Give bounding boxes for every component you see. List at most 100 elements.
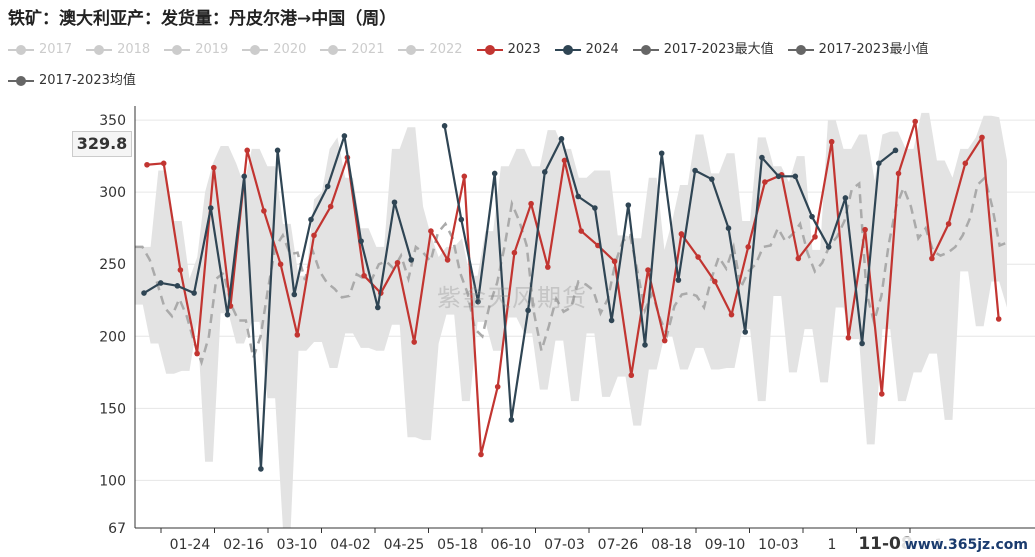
- series-2023-point-50: [979, 134, 985, 141]
- series-2024-point-41: [825, 244, 832, 250]
- series-2024-point-5: [224, 311, 231, 318]
- series-2023-point-45: [895, 170, 902, 177]
- series-2024-point-32: [675, 277, 682, 283]
- series-2023-point-6: [244, 147, 250, 154]
- x-tick-label-8: 07-26: [598, 537, 639, 553]
- series-2024-point-27: [592, 205, 598, 211]
- series-2024-point-36: [742, 329, 748, 335]
- series-2024-point-45: [892, 147, 899, 154]
- x-tick-label-1: 02-16: [223, 537, 264, 553]
- series-2023-point-1: [160, 160, 167, 167]
- legend-marker-icon: [8, 75, 34, 87]
- legend-marker-icon: [242, 44, 269, 56]
- x-tick-label-2: 03-10: [277, 537, 318, 553]
- series-2024-point-16: [408, 257, 415, 263]
- series-2023-point-15: [394, 259, 401, 266]
- y-tick-label-3: 200: [99, 329, 126, 345]
- y-tick-label-2: 150: [99, 401, 126, 417]
- series-2023-point-11: [327, 203, 334, 210]
- x-tick-label-7: 07-03: [544, 537, 585, 553]
- series-2024-point-40: [809, 213, 815, 220]
- legend-marker-icon: [632, 44, 659, 56]
- legend-item-2024[interactable]: 2024: [554, 36, 619, 64]
- series-2024-point-33: [692, 167, 698, 174]
- watermark-text: 紫金天风期货: [437, 284, 587, 312]
- legend-item-2021[interactable]: 2021: [320, 36, 384, 64]
- series-2023-point-39: [795, 255, 802, 262]
- legend-item-2017-2023均值[interactable]: 2017-2023均值: [8, 67, 136, 95]
- chart-legend: 2017 2018 2019 2020 2021 2022 2023 2024 2017-202…: [8, 36, 1028, 98]
- series-2024-point-22: [508, 417, 515, 423]
- series-2024-point-23: [525, 307, 531, 314]
- series-2023-point-9: [294, 332, 301, 338]
- series-2023-point-30: [645, 267, 651, 273]
- series-2024-point-2: [174, 283, 181, 289]
- series-2024-point-26: [575, 193, 581, 200]
- series-2023-point-18: [444, 257, 451, 263]
- series-2023-point-19: [461, 173, 468, 180]
- series-2024-point-20: [475, 298, 481, 305]
- series-2024-point-43: [859, 340, 865, 347]
- legend-marker-icon: [787, 44, 814, 56]
- legend-item-2023[interactable]: 2023: [476, 36, 541, 64]
- legend-item-2017[interactable]: 2017: [8, 36, 72, 64]
- series-2023-point-7: [261, 208, 267, 214]
- series-2023-point-48: [945, 221, 952, 227]
- x-tick-label-11: 10-03: [758, 537, 799, 553]
- series-2024-point-37: [759, 154, 765, 161]
- chart-title: 铁矿：澳大利亚产：发货量：丹皮尔港→中国（周）: [8, 9, 397, 29]
- series-2024-point-44: [876, 160, 882, 167]
- series-2024-point-28: [608, 317, 615, 324]
- series-2023-point-26: [578, 228, 584, 234]
- legend-item-2020[interactable]: 2020: [242, 36, 306, 64]
- legend-marker-icon: [8, 44, 34, 56]
- series-2023-point-44: [879, 391, 885, 397]
- y-tick-label-5: 300: [99, 185, 126, 201]
- series-2023-point-3: [194, 350, 200, 357]
- series-2023-point-28: [611, 258, 618, 265]
- series-2023-point-13: [361, 272, 367, 279]
- legend-marker-icon: [476, 44, 503, 56]
- series-2023-line-0: [146, 120, 1000, 456]
- series-2023-point-17: [428, 228, 434, 234]
- series-2024-point-24: [542, 169, 548, 175]
- legend-item-2018[interactable]: 2018: [86, 36, 150, 64]
- x-tick-label-9: 08-18: [651, 537, 692, 553]
- series-2024-point-39: [792, 173, 799, 180]
- x-tick-label-6: 06-10: [491, 537, 532, 553]
- legend-label: 2017: [39, 42, 73, 57]
- y-tick-label-0: 67: [108, 521, 126, 537]
- series-2023-point-41: [828, 138, 835, 145]
- x-tick-label-12: 1: [828, 537, 837, 553]
- series-2024-point-19: [458, 216, 465, 223]
- legend-marker-icon: [86, 44, 113, 56]
- legend-label: 2018: [117, 42, 151, 57]
- x-tick-label-13: 11-08: [858, 534, 912, 554]
- series-2023-point-43: [862, 226, 868, 233]
- legend-item-2022[interactable]: 2022: [398, 36, 463, 64]
- series-2024-point-3: [191, 290, 197, 296]
- legend-label: 2020: [273, 42, 307, 57]
- series-2024-point-11: [324, 183, 331, 190]
- legend-item-2017-2023最大值[interactable]: 2017-2023最大值: [632, 36, 774, 64]
- legend-label: 2024: [585, 42, 619, 57]
- legend-item-2019[interactable]: 2019: [164, 36, 228, 64]
- series-2024-point-7: [258, 466, 264, 472]
- series-2023-point-2: [177, 267, 184, 273]
- series-2023-point-10: [311, 232, 317, 239]
- series-2023-point-23: [528, 200, 534, 207]
- series-2023-point-51: [995, 316, 1002, 322]
- series-2024-point-13: [358, 238, 364, 244]
- legend-label: 2022: [429, 42, 463, 57]
- series-2023-point-42: [845, 334, 852, 341]
- series-2024-point-21: [491, 170, 498, 177]
- series-2023-point-47: [929, 255, 935, 262]
- y-tick-label-1: 100: [99, 473, 126, 489]
- series-2023-point-0: [144, 161, 150, 168]
- series-2024-point-0: [141, 290, 147, 296]
- series-2023-point-35: [728, 311, 735, 318]
- series-2023-point-31: [661, 337, 668, 344]
- series-2024-line-1: [443, 125, 897, 421]
- legend-item-2017-2023最小值[interactable]: 2017-2023最小值: [787, 36, 928, 64]
